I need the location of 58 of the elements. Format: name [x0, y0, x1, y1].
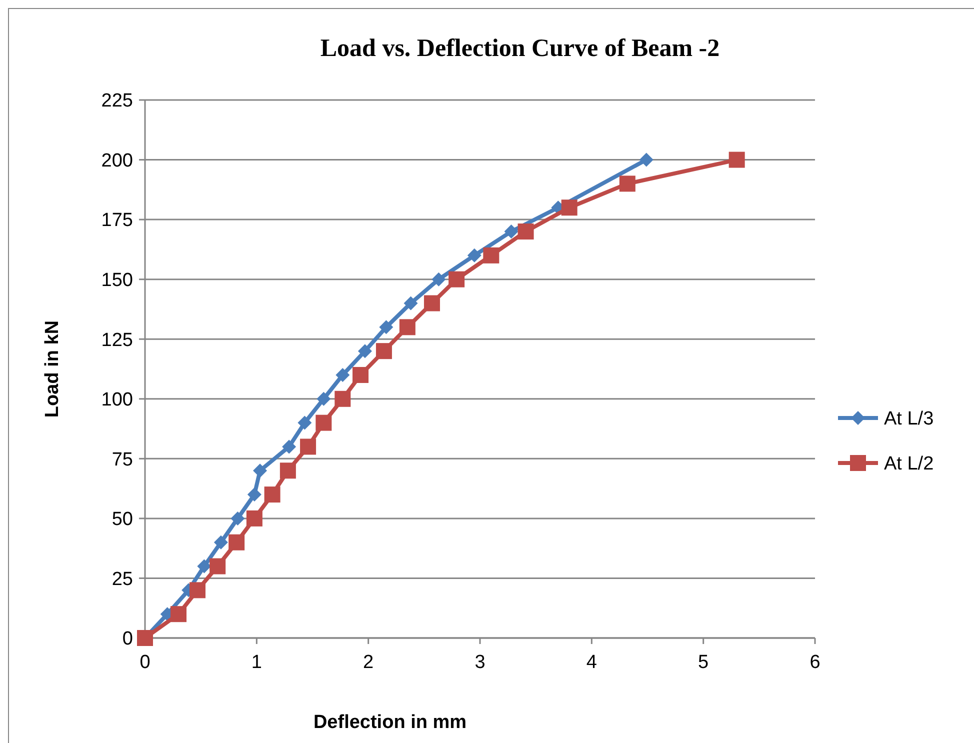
x-axis-title: Deflection in mm [313, 712, 467, 733]
point [561, 200, 578, 216]
y-tick-label: 225 [101, 90, 133, 112]
point [376, 343, 392, 360]
x-tick-label: 4 [586, 652, 598, 673]
y-axis-title: Load in kN [42, 320, 63, 418]
point [316, 392, 331, 406]
point [298, 416, 312, 430]
point [504, 224, 518, 239]
y-tick-label: 125 [101, 330, 133, 351]
y-tick-label: 25 [112, 568, 133, 590]
chart-title: Load vs. Deflection Curve of Beam -2 [320, 35, 720, 62]
x-tick-label: 6 [810, 652, 820, 673]
x-tick-label: 0 [140, 652, 150, 673]
point [230, 511, 245, 526]
point [189, 582, 206, 598]
point [619, 176, 636, 192]
point [253, 464, 268, 478]
point [264, 486, 280, 503]
y-tick-label: 175 [101, 210, 133, 232]
point [170, 606, 186, 622]
legend-label: At L/3 [884, 408, 934, 430]
legend-label: At L/2 [884, 454, 934, 475]
y-tick-label: 100 [101, 390, 133, 411]
point [247, 488, 262, 502]
point [379, 320, 394, 334]
point [358, 344, 372, 358]
point [404, 296, 418, 310]
point [467, 248, 482, 262]
point [483, 247, 500, 264]
point [316, 414, 332, 431]
point [214, 535, 228, 550]
point [399, 319, 416, 336]
point [246, 510, 262, 526]
point [197, 559, 212, 574]
point [352, 366, 369, 383]
y-tick-label: 50 [112, 509, 133, 530]
point [424, 295, 440, 312]
point [336, 368, 350, 382]
point [518, 224, 534, 240]
y-tick-label: 75 [112, 449, 133, 470]
y-tick-label: 150 [101, 270, 133, 291]
y-tick-label: 0 [122, 628, 133, 650]
point [728, 152, 745, 168]
point [210, 558, 226, 574]
point [300, 438, 316, 455]
y-tick-label: 200 [101, 150, 133, 172]
point [282, 440, 296, 454]
point [448, 271, 465, 288]
point [228, 534, 245, 550]
point [334, 390, 351, 407]
x-tick-label: 5 [698, 652, 709, 673]
x-tick-label: 2 [363, 652, 374, 673]
point [280, 462, 296, 479]
x-tick-label: 3 [474, 652, 486, 673]
x-tick-label: 1 [251, 652, 262, 673]
point [432, 272, 446, 286]
point [639, 152, 654, 167]
